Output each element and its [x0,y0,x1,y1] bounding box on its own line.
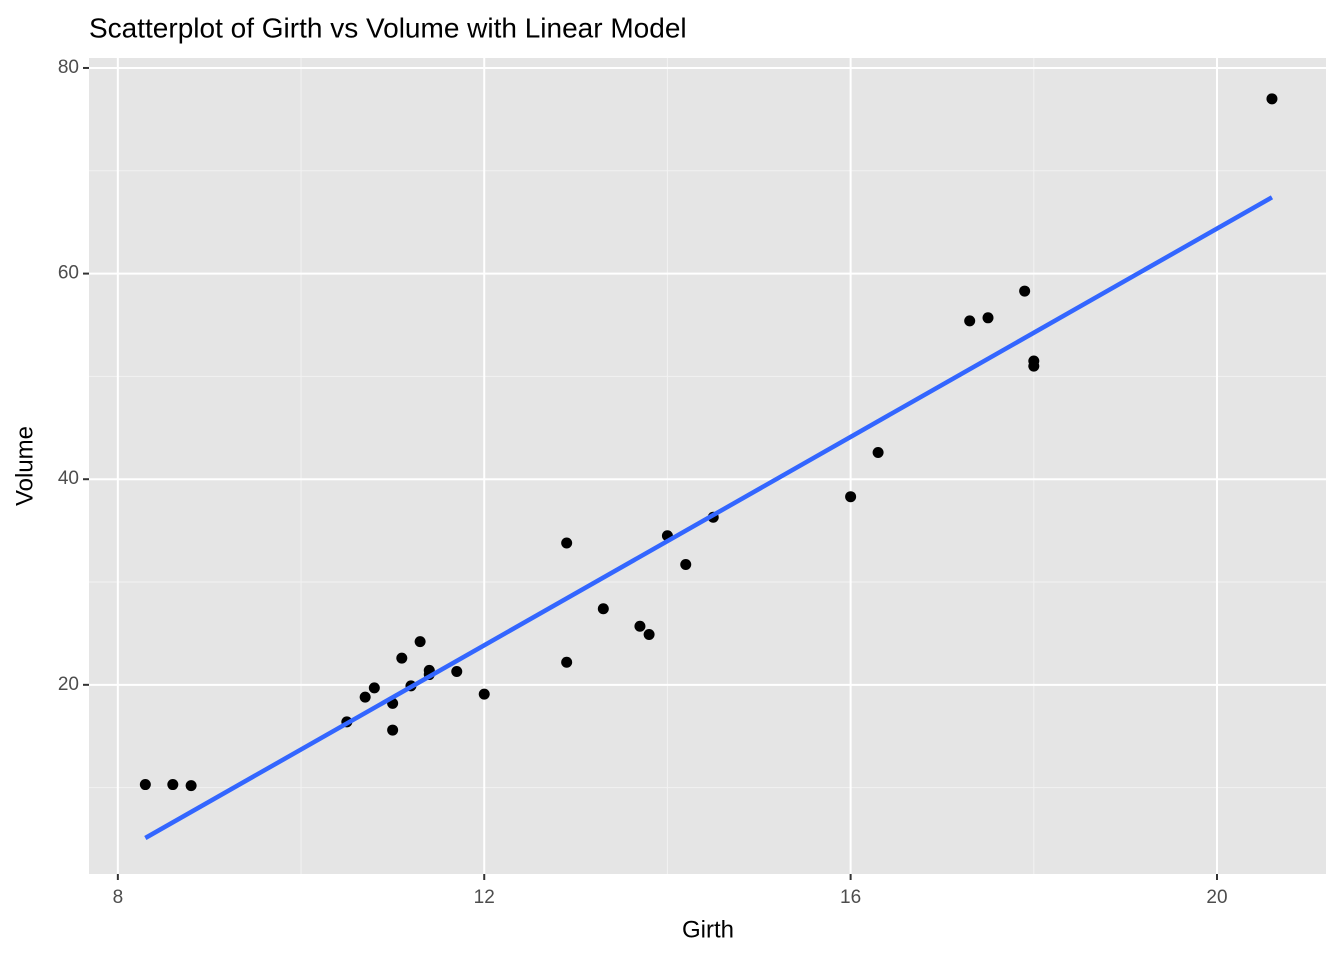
x-tick-label: 8 [113,887,124,908]
point [643,628,655,640]
chart-title: Scatterplot of Girth vs Volume with Line… [89,12,687,43]
point [387,724,399,736]
fit-line [144,195,1274,840]
point [139,779,151,791]
point [680,559,692,571]
point [185,780,197,792]
point [872,446,884,458]
x-tick-label: 12 [474,887,495,908]
y-tick-label: 60 [58,263,79,284]
point [478,688,490,700]
panel [89,58,1326,874]
point [1266,93,1278,105]
point [396,652,408,664]
point [359,691,371,703]
point [845,491,857,503]
point [561,537,573,549]
point [414,636,426,648]
point [561,656,573,668]
x-tick-label: 16 [840,887,861,908]
point [597,603,609,615]
y-tick-label: 80 [58,57,79,78]
point [1028,360,1040,372]
y-tick-label: 20 [58,674,79,695]
y-tick-label: 40 [58,468,79,489]
point [368,682,380,694]
point [451,665,463,677]
x-axis-label: Girth [682,916,734,943]
point [982,312,994,324]
point [964,315,976,327]
y-axis-label: Volume [11,426,38,506]
point [1019,285,1031,297]
point [634,620,646,632]
point [167,779,179,791]
x-tick-label: 20 [1206,887,1227,908]
